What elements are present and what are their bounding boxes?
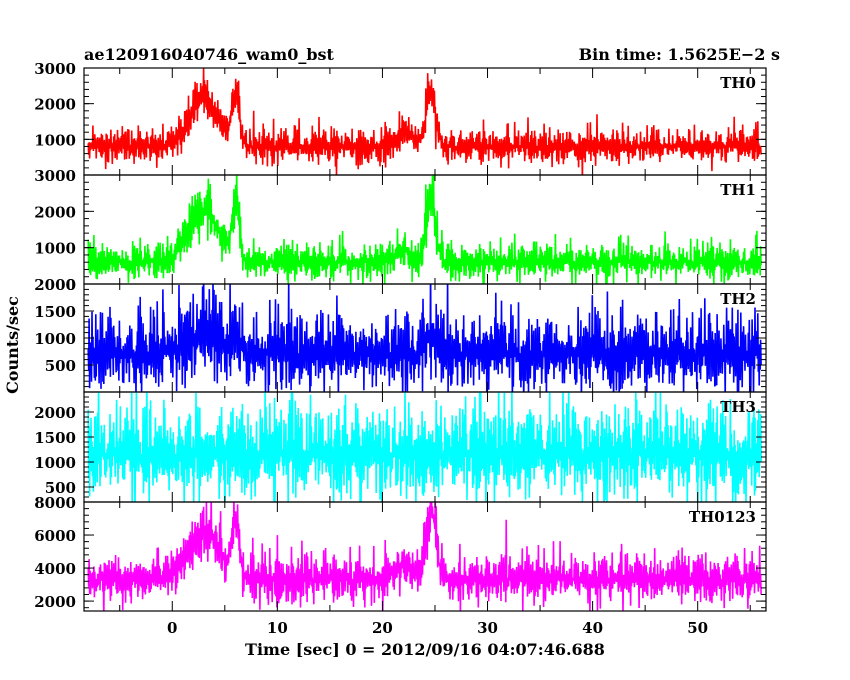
x-tick-label: 20 [372,619,393,637]
y-tick-label: 500 [45,357,76,375]
series-th0 [87,68,762,175]
panel-th0: 1000 2000 3000 TH0 [34,60,767,176]
y-tick-label: 3000 [34,167,76,185]
panel-label: TH0123 [689,508,756,526]
panel-th0123: 2000 4000 6000 8000 TH0123 [34,494,767,612]
x-tick-label: 10 [267,619,288,637]
y-tick-label: 6000 [34,527,76,545]
y-tick-label: 1500 [34,303,76,321]
y-tick-label: 2000 [34,276,76,294]
y-tick-label: 1500 [34,429,76,447]
y-tick-label: 2000 [34,593,76,611]
y-tick-label: 1000 [34,131,76,149]
panel-th1: 0 1000 2000 3000 TH1 [34,167,767,294]
y-tick-label: 1000 [34,454,76,472]
series-th3 [87,392,762,502]
y-tick-label: 500 [45,479,76,497]
x-axis-label: Time [sec] 0 = 2012/09/16 04:07:46.688 [245,640,605,659]
series-th2 [87,284,762,392]
y-tick-label: 3000 [34,60,76,78]
chart-title-left: ae120916040746_wam0_bst [84,45,335,64]
x-tick-label: 40 [582,619,603,637]
panel-label: TH2 [720,290,756,308]
panel-th3: 500 1000 1500 2000 TH3 [34,391,767,503]
series-th0123 [87,502,762,611]
y-tick-label: 2000 [34,404,76,422]
y-tick-label: 4000 [34,560,76,578]
y-tick-label: 2000 [34,96,76,114]
y-tick-label: 1000 [34,240,76,258]
y-tick-label: 0 [66,276,76,294]
series-th1 [87,175,762,284]
y-axis-label: Counts/sec [3,296,22,394]
panel-label: TH0 [720,74,756,92]
chart-title-right: Bin time: 1.5625E−2 s [579,45,780,64]
panel-th2: 500 1000 1500 2000 TH2 [34,276,767,393]
y-tick-label: 8000 [34,494,76,512]
panel-label: TH1 [720,181,756,199]
panel-label: TH3 [720,398,756,416]
x-tick-label: 50 [687,619,708,637]
y-tick-label: 2000 [34,203,76,221]
y-tick-label: 1000 [34,330,76,348]
panel-frame [83,501,767,612]
x-tick-label: 0 [167,619,177,637]
x-tick-label: 30 [477,619,498,637]
